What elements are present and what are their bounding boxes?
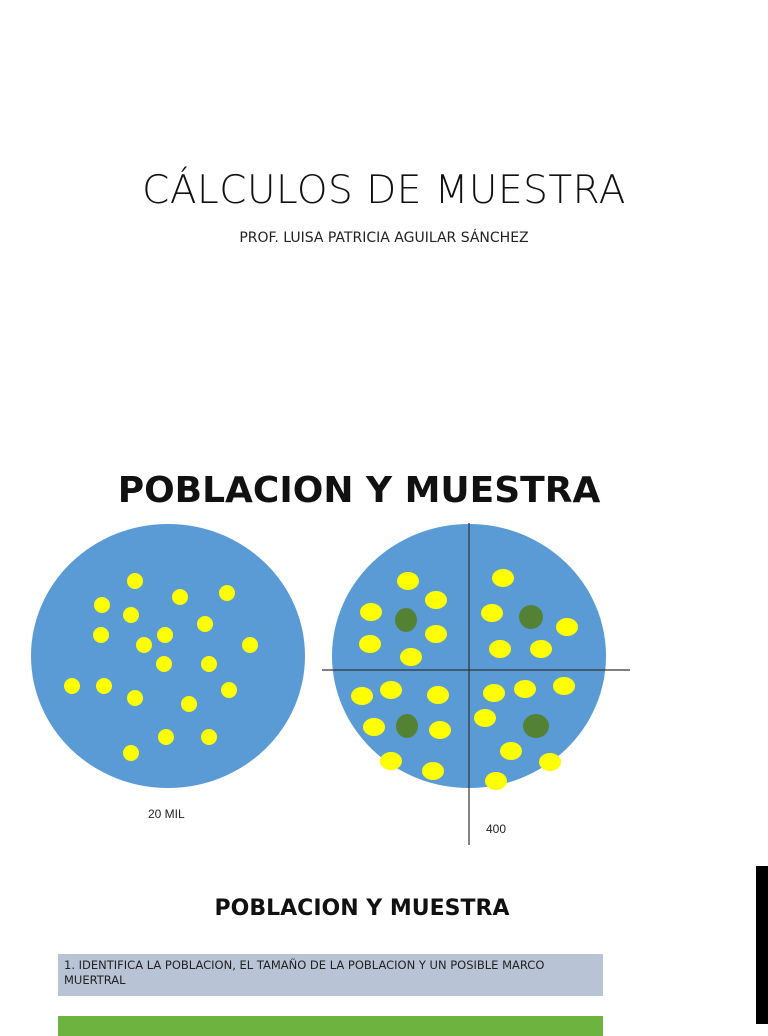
slide-subtitle: PROF. LUISA PATRICIA AGUILAR SÁNCHEZ: [239, 230, 529, 246]
title-slide: CÁLCULOS DE MUESTRA PROF. LUISA PATRICIA…: [0, 0, 768, 420]
slide-title: CÁLCULOS DE MUESTRA: [142, 168, 626, 213]
population-size-label: 20 MIL: [148, 807, 185, 821]
population-dots: [64, 573, 258, 761]
population-sample-steps-slide: POBLACION Y MUESTRA 1. IDENTIFICA LA POB…: [0, 866, 768, 1036]
population-sample-diagram: [31, 523, 630, 845]
population-circle: [31, 524, 305, 788]
slide-title: POBLACION Y MUESTRA: [117, 470, 601, 511]
step-box-1: 1. IDENTIFICA LA POBLACION, EL TAMAÑO DE…: [58, 954, 603, 996]
sample-yellow-dots: [351, 569, 578, 790]
step-box-2: [58, 1016, 603, 1036]
slide-title: POBLACION Y MUESTRA: [214, 896, 510, 921]
sample-green-dots: [395, 605, 549, 738]
sample-size-label: 400: [486, 822, 507, 836]
slide-edge-bar: [756, 866, 768, 1024]
population-sample-slide: POBLACION Y MUESTRA: [0, 440, 768, 850]
